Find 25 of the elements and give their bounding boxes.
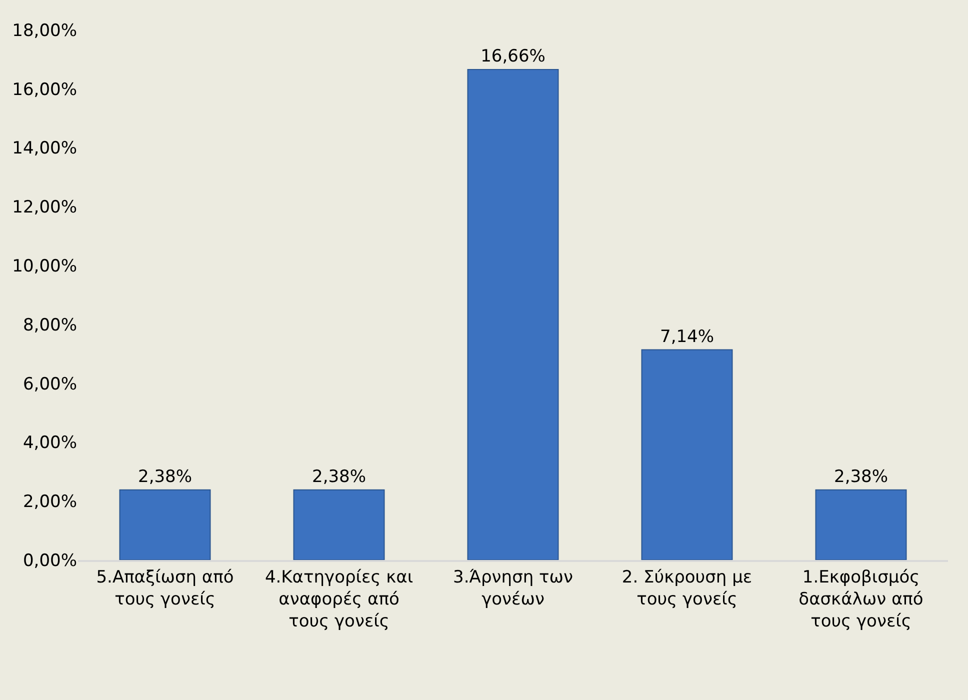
- x-tick-label: 2. Σύκρουση με τους γονείς: [622, 567, 752, 610]
- x-tick-label: 5.Απαξίωση από τους γονείς: [96, 567, 234, 610]
- y-tick-label: 4,00%: [22, 433, 77, 454]
- x-tick-label: 3.Άρνηση των γονέων: [453, 567, 573, 610]
- x-tick-label: 4.Κατηγορίες και αναφορές από τους γονείς: [264, 567, 414, 632]
- bar: [119, 489, 211, 560]
- y-tick-label: 0,00%: [22, 550, 77, 571]
- y-tick-label: 2,00%: [22, 492, 77, 512]
- data-label: 2,38%: [312, 466, 366, 487]
- bar: [641, 349, 733, 560]
- y-tick-label: 16,00%: [12, 80, 77, 100]
- bar: [815, 489, 907, 560]
- x-tick-label: 1.Εκφοβισμός δασκάλων από τους γονείς: [798, 567, 924, 632]
- data-label: 16,66%: [480, 46, 546, 66]
- bar: [467, 68, 559, 560]
- data-label: 2,38%: [834, 466, 888, 487]
- y-tick-label: 10,00%: [12, 256, 77, 277]
- y-tick-label: 14,00%: [12, 138, 77, 159]
- y-tick-label: 12,00%: [12, 198, 77, 218]
- y-tick-label: 6,00%: [22, 374, 77, 394]
- y-tick-label: 8,00%: [22, 315, 77, 336]
- bar: [293, 489, 385, 560]
- y-tick-label: 18,00%: [12, 20, 77, 41]
- data-label: 7,14%: [660, 326, 714, 347]
- data-label: 2,38%: [138, 466, 192, 487]
